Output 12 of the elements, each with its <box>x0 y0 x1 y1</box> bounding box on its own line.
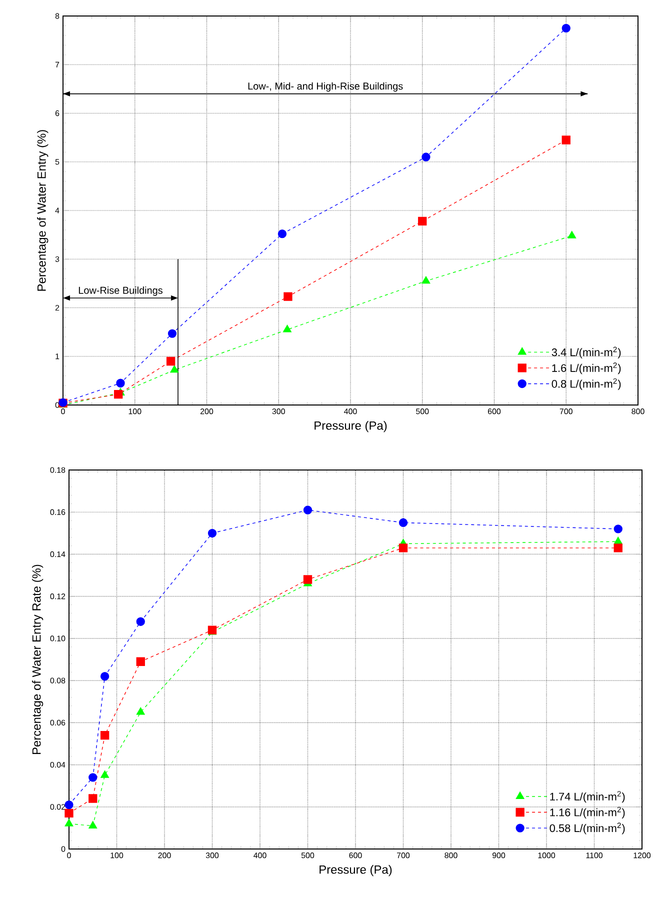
x-axis-title: Pressure (Pa) <box>314 421 387 432</box>
legend-label: 1.16 L/(min-m$^{2}$) <box>550 806 625 818</box>
ref-line-label: Low-, Mid- and High-Rise Buildings <box>248 82 403 92</box>
y-axis-title: Percentage of Water Entry (%) <box>37 130 48 291</box>
annotation: Low-Rise Buildings <box>78 286 162 296</box>
legend-label: 1.74 L/(min-m$^{2}$) <box>550 791 625 803</box>
legend-label: 3.4 L/(min-m$^{2}$) <box>552 346 621 358</box>
legend-label: 0.58 L/(min-m$^{2}$) <box>550 822 625 834</box>
y-axis-title: Percentage of Water Entry Rate (%) <box>32 564 44 754</box>
legend-label: 0.8 L/(min-m$^{2}$) <box>552 378 621 390</box>
legend-label: 1.6 L/(min-m$^{2}$) <box>552 362 621 374</box>
x-axis-title: Pressure (Pa) <box>320 865 392 876</box>
